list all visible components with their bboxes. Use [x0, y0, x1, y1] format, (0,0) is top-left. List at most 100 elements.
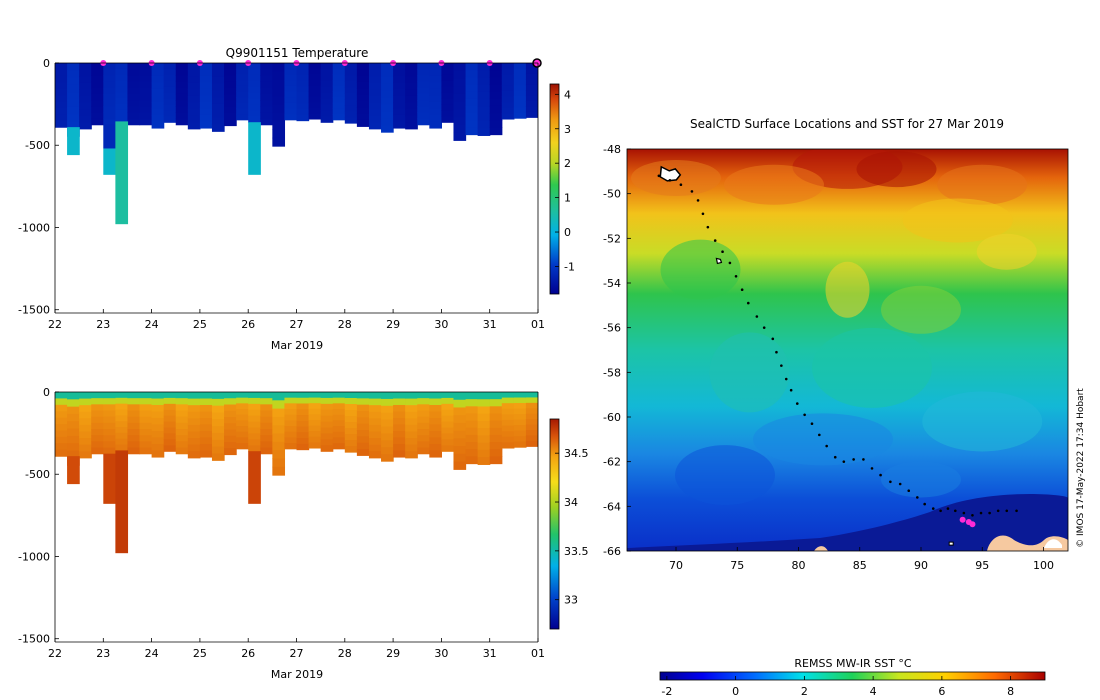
profile-cell: [224, 69, 237, 77]
profile-cell: [139, 392, 153, 399]
profile-cell: [465, 420, 479, 429]
profile-cell: [477, 406, 491, 415]
x-tick-label: 25: [193, 318, 207, 331]
profile-cell: [453, 399, 467, 409]
profile-cell: [501, 436, 515, 443]
profile-cell: [489, 449, 503, 457]
profile-cell: [344, 111, 358, 118]
track-point: [734, 275, 738, 278]
profile-cell: [332, 63, 346, 70]
profile-cell: [501, 425, 515, 432]
profile-cell: [381, 76, 394, 85]
profile-cell: [115, 103, 129, 111]
sst-patch: [753, 413, 893, 466]
profile-cell: [103, 410, 116, 418]
profile-cell: [441, 433, 455, 440]
profile-cell: [91, 398, 104, 405]
profile-cell: [187, 431, 201, 439]
profile-cell: [272, 392, 286, 401]
profile-cell: [211, 439, 225, 448]
track-point: [679, 183, 683, 187]
profile-cell: [115, 86, 129, 93]
profile-cell: [103, 435, 116, 442]
profile-cell: [393, 88, 406, 97]
profile-cell: [381, 405, 394, 414]
profile-cell: [272, 458, 286, 468]
profile-cell: [284, 431, 298, 438]
profile-cell: [260, 422, 273, 430]
profile-cell: [356, 81, 370, 89]
profile-cell: [187, 76, 201, 84]
profile-cell: [224, 404, 237, 412]
profile-cell: [187, 398, 201, 406]
profile-cell: [127, 81, 141, 89]
profile-cell: [211, 412, 225, 420]
profile-cell: [453, 78, 467, 87]
sst-patch: [881, 461, 961, 498]
profile-cell: [344, 446, 358, 453]
colorbar-tick-label: 0: [732, 685, 739, 698]
profile-cell: [211, 405, 225, 414]
profile-cell: [236, 91, 249, 98]
profile-cell: [139, 81, 153, 89]
profile-cell: [187, 405, 201, 413]
profile-cell: [91, 416, 104, 424]
profile-cell: [163, 116, 177, 123]
sst-field: [627, 149, 1068, 551]
profile-cell: [344, 63, 358, 70]
profile-cell: [127, 422, 141, 430]
profile-cell: [139, 63, 153, 70]
profile-cell: [489, 456, 503, 465]
profile-cell: [453, 392, 467, 401]
x-tick-label: 24: [145, 647, 159, 660]
profile-cell: [139, 410, 153, 418]
profile-cell: [405, 405, 418, 413]
profile-cell: [127, 398, 141, 405]
profile-cell: [224, 448, 237, 456]
profile-cell: [163, 74, 177, 82]
y-tick-label: 0: [43, 57, 50, 70]
track-point: [762, 326, 766, 329]
profile-cell: [501, 85, 515, 92]
salinity-xlabel: Mar 2019: [271, 668, 323, 681]
profile-cell: [368, 451, 382, 459]
profile-cell: [513, 74, 527, 81]
profile-cell: [308, 408, 322, 415]
profile-cell: [489, 70, 503, 78]
profile-cell: [320, 445, 334, 452]
credit-text: © IMOS 17-May-2022 17:34 Hobart: [1076, 388, 1086, 548]
profile-cell: [284, 443, 298, 450]
profile-cell: [79, 76, 92, 84]
profile-cell: [393, 417, 406, 426]
profile-cell: [320, 409, 334, 417]
profile-cell: [284, 114, 298, 121]
y-tick-label: -1500: [18, 304, 50, 317]
profile-cell: [115, 421, 129, 428]
x-tick-label: 23: [96, 318, 110, 331]
profile-cell: [236, 414, 249, 421]
profile-cell: [260, 410, 273, 418]
track-point: [696, 199, 700, 202]
profile-cell: [393, 398, 406, 406]
profile-cell: [127, 106, 141, 113]
profile-cell: [453, 117, 467, 126]
profile-cell: [103, 392, 116, 399]
profile-cell: [272, 441, 286, 451]
kerguelen-island: [659, 165, 682, 182]
profile-cell: [55, 69, 68, 77]
profile-cell: [429, 121, 442, 129]
profile-cell: [501, 102, 515, 109]
sst-patch: [825, 261, 870, 318]
y-tick-label: -500: [25, 139, 50, 152]
profile-cell: [405, 418, 418, 426]
profile-cell: [320, 68, 334, 76]
profile-cell: [525, 397, 538, 404]
profile-cell: [513, 112, 527, 119]
profile-cell: [284, 108, 298, 115]
profile-cell: [320, 110, 334, 117]
profile-cell: [417, 422, 430, 430]
profile-cell: [139, 75, 153, 83]
profile-cell: [248, 98, 261, 106]
profile-cell: [163, 409, 177, 417]
profile-cell: [127, 63, 141, 70]
